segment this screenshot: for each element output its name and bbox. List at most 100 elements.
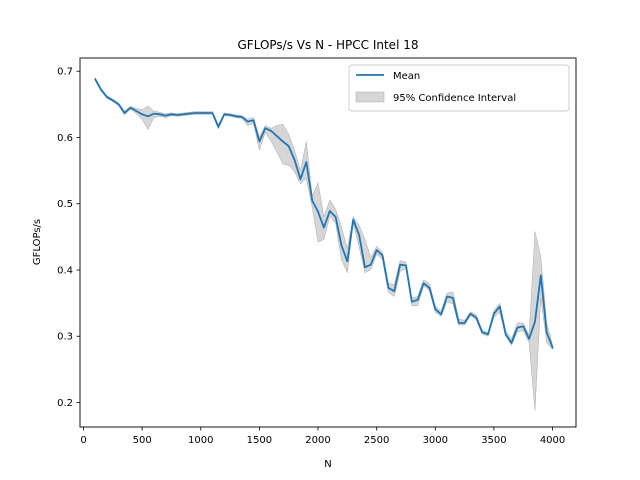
x-tick-label: 3000	[423, 435, 448, 446]
data-point	[499, 305, 501, 307]
data-point	[469, 313, 471, 315]
data-point	[288, 145, 290, 147]
data-point	[135, 110, 137, 112]
data-point	[206, 112, 208, 114]
data-point	[282, 140, 284, 142]
data-point	[382, 254, 384, 256]
confidence-band-layer	[95, 77, 553, 411]
data-point	[258, 140, 260, 142]
data-point	[194, 112, 196, 114]
data-point	[323, 227, 325, 229]
data-point	[235, 115, 237, 117]
data-point	[182, 113, 184, 115]
y-tick-label: 0.6	[57, 133, 73, 144]
data-point	[464, 322, 466, 324]
confidence-interval-band	[95, 77, 553, 411]
data-point	[528, 338, 530, 340]
data-point	[305, 161, 307, 163]
data-point	[540, 274, 542, 276]
data-point	[200, 112, 202, 114]
data-point	[440, 313, 442, 315]
data-point	[294, 159, 296, 161]
legend-mean-label: Mean	[393, 71, 420, 82]
data-point	[264, 127, 266, 129]
data-point	[100, 89, 102, 91]
data-point	[393, 290, 395, 292]
x-tick-label: 2000	[305, 435, 330, 446]
x-tick-label: 3500	[481, 435, 506, 446]
x-tick-label: 1000	[188, 435, 213, 446]
data-point	[241, 116, 243, 118]
data-point	[165, 115, 167, 117]
y-tick-label: 0.2	[57, 398, 73, 409]
legend-ci-swatch	[355, 91, 385, 103]
legend-box	[348, 64, 570, 112]
data-point	[176, 114, 178, 116]
mean-series-line	[94, 77, 554, 349]
data-point	[229, 114, 231, 116]
data-point	[481, 331, 483, 333]
data-point	[405, 264, 407, 266]
data-point	[141, 113, 143, 115]
data-point	[335, 216, 337, 218]
data-point	[118, 103, 120, 105]
y-tick-label: 0.5	[57, 199, 73, 210]
data-point	[346, 260, 348, 262]
data-point	[329, 210, 331, 212]
data-point	[376, 249, 378, 251]
data-point	[153, 113, 155, 115]
data-point	[446, 295, 448, 297]
data-point	[399, 264, 401, 266]
data-point	[170, 113, 172, 115]
data-point	[276, 135, 278, 137]
x-axis: 0 500 1000 1500 2000 2500 3000 3500 4000	[80, 427, 565, 446]
data-point	[270, 130, 272, 132]
data-point	[546, 331, 548, 333]
x-tick-label: 2500	[364, 435, 389, 446]
data-point	[534, 321, 536, 323]
data-point	[458, 322, 460, 324]
data-point	[247, 121, 249, 123]
data-point	[159, 113, 161, 115]
data-point	[147, 115, 149, 117]
data-point	[299, 178, 301, 180]
data-point	[188, 113, 190, 115]
data-point	[434, 308, 436, 310]
x-tick-label: 500	[133, 435, 152, 446]
data-point	[340, 244, 342, 246]
data-point	[423, 282, 425, 284]
data-point	[452, 297, 454, 299]
data-point	[129, 107, 131, 109]
data-point	[223, 113, 225, 115]
y-axis: 0.2 0.3 0.4 0.5 0.6 0.7	[57, 67, 80, 409]
data-point	[370, 264, 372, 266]
data-point	[417, 299, 419, 301]
data-point	[428, 287, 430, 289]
data-point	[475, 317, 477, 319]
chart-title: GFLOPs/s Vs N - HPCC Intel 18	[238, 38, 419, 52]
x-axis-title: N	[324, 459, 331, 470]
plot-area	[79, 57, 577, 428]
x-tick-label: 1500	[247, 435, 272, 446]
data-point	[487, 333, 489, 335]
data-point	[112, 99, 114, 101]
plot-frame	[79, 57, 577, 428]
legend-ci-label: 95% Confidence Interval	[393, 93, 516, 104]
data-point	[217, 126, 219, 128]
data-point	[516, 327, 518, 329]
legend: Mean 95% Confidence Interval	[348, 64, 570, 112]
data-point	[94, 78, 96, 80]
data-point	[253, 119, 255, 121]
data-point	[352, 219, 354, 221]
data-point	[311, 199, 313, 201]
data-point	[411, 301, 413, 303]
data-point	[387, 287, 389, 289]
data-point	[522, 325, 524, 327]
y-tick-label: 0.7	[57, 67, 73, 78]
data-point	[106, 96, 108, 98]
data-point	[212, 112, 214, 114]
data-point	[552, 347, 554, 349]
mean-line-layer	[94, 77, 554, 349]
data-point	[124, 112, 126, 114]
